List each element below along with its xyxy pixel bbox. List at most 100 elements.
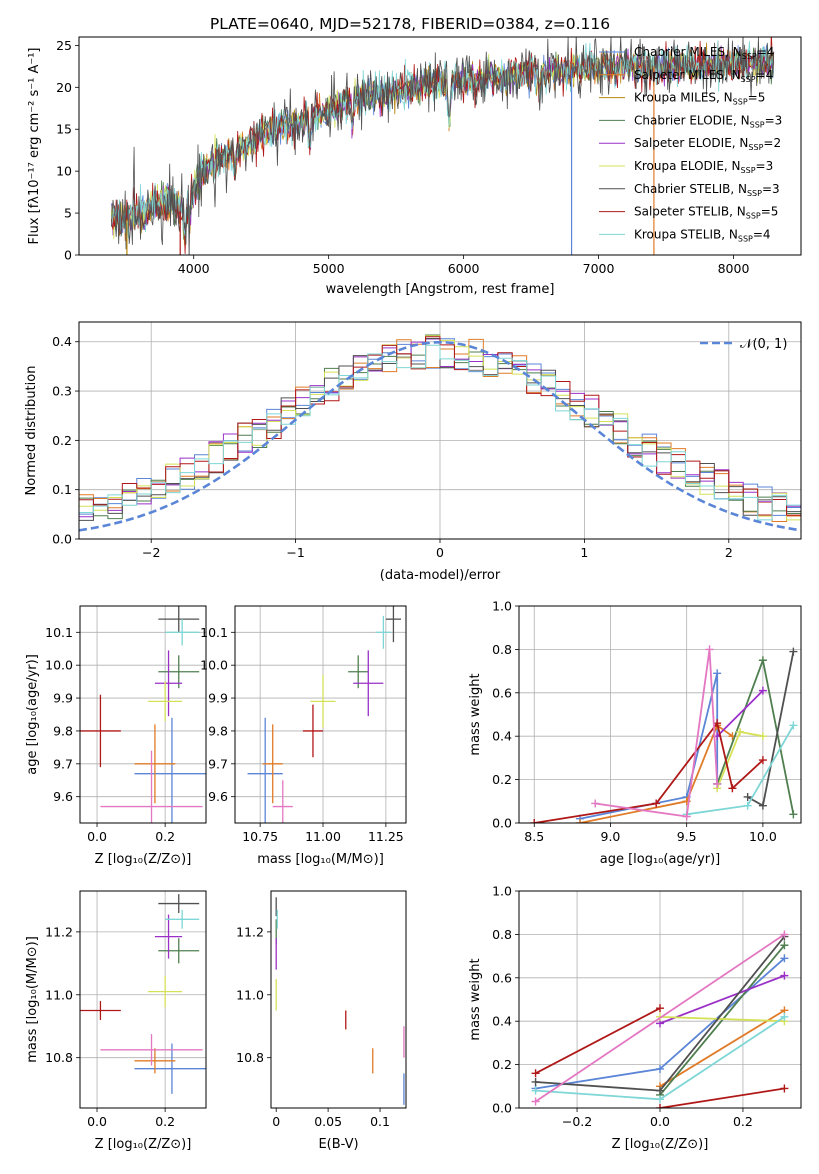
legend-label: Salpeter ELODIE, NSSP=2 (634, 136, 781, 152)
axes-frame (518, 890, 802, 1109)
panel-1: −2 −1 0 1 2 0.0 0.1 0.2 0.3 0.4 (data-model)/error… (24, 321, 802, 583)
panel-6: 0 0.05 0.1 10.8 11.0 11.2 E(B-V) (236, 890, 407, 1152)
weight-line-1 (659, 1009, 785, 1088)
legend-label: 𝒩(0, 1) (740, 337, 787, 352)
x-tick-label: 0.2 (155, 1114, 175, 1129)
legend-label: Kroupa MILES, NSSP=5 (634, 91, 765, 107)
x-tick-label: 0 (272, 1114, 280, 1129)
legend-label: Chabrier ELODIE, NSSP=3 (634, 113, 782, 129)
y-axis-label: Normed distribution (24, 366, 39, 496)
x-tick-label: 0.0 (87, 829, 107, 844)
weight-marker (780, 971, 789, 980)
errorbar-1 (262, 724, 283, 804)
errorbar-0 (247, 717, 283, 823)
errorbar-0 (134, 1043, 206, 1094)
legend-label: Salpeter STELIB, NSSP=5 (634, 205, 778, 221)
weight-marker (531, 1086, 540, 1095)
weight-line-3 (716, 689, 764, 737)
plot-area (80, 894, 206, 1094)
weight-marker (736, 727, 745, 736)
y-tick-label: 10.8 (45, 1050, 73, 1065)
errorbar-5 (158, 606, 200, 633)
errorbar-8 (272, 780, 293, 823)
y-tick-label: 15 (56, 122, 72, 137)
plot-area (79, 334, 801, 539)
weight-marker (652, 799, 661, 808)
histogram-step-7 (79, 344, 801, 539)
weight-marker (780, 1012, 789, 1021)
x-tick-label: 9.0 (601, 829, 621, 844)
weight-marker (728, 784, 737, 793)
weight-marker (758, 732, 767, 741)
panel-7: −0.2 0.0 0.2 0.0 0.2 0.4 0.6 0.8 1.0 Z [log₁₀(Z/Z… (468, 884, 802, 1152)
y-tick-label: 9.9 (208, 691, 228, 706)
errorbar-6 (80, 694, 121, 768)
weight-marker (780, 1084, 789, 1093)
y-tick-label: 0.4 (52, 334, 72, 349)
plot-area (530, 645, 798, 823)
weight-marker (758, 801, 767, 810)
errorbar-7 (375, 615, 391, 649)
x-tick-label: 11.00 (305, 829, 341, 844)
y-axis-label: mass weight (468, 673, 483, 755)
axes-frame (79, 890, 207, 1109)
errorbar-6 (302, 704, 324, 758)
y-tick-label: 5 (64, 206, 72, 221)
weight-marker (530, 819, 539, 823)
errorbar-7 (165, 909, 200, 929)
weight-marker (656, 1064, 664, 1073)
y-tick-label: 20 (56, 80, 72, 95)
weight-marker (758, 756, 767, 765)
errorbar-4 (310, 675, 336, 728)
y-tick-label: 10 (56, 164, 72, 179)
x-tick-label: 11.25 (368, 829, 404, 844)
histogram-step-4 (79, 335, 801, 539)
panel-2: 0.0 0.2 9.6 9.7 9.8 9.9 10.0 10.1 Z [log₁₀(Z/Z⊙)… (25, 605, 207, 867)
errorbar-8 (100, 750, 203, 823)
x-tick-label: 6000 (448, 261, 480, 276)
y-tick-label: 0.3 (52, 384, 72, 399)
errorbar-7 (165, 619, 200, 646)
weight-line-1 (579, 724, 733, 823)
panel-3: 10.75 11.00 11.25 9.6 9.7 9.8 9.9 10.0 10.1 mass … (200, 605, 407, 867)
y-tick-label: 10.0 (200, 658, 228, 673)
errorbar-1 (134, 724, 176, 804)
y-tick-label: 9.8 (53, 723, 73, 738)
weight-line-7 (659, 1087, 785, 1108)
x-tick-label: −0.2 (562, 1114, 592, 1129)
x-tick-label: −1 (286, 545, 304, 560)
y-tick-label: 0.4 (492, 1014, 512, 1029)
axes-frame (78, 321, 802, 540)
plot-area (80, 606, 206, 823)
weight-marker (575, 819, 584, 823)
weight-line-9 (535, 933, 785, 1103)
x-tick-label: −2 (142, 545, 160, 560)
legend-label: Salpeter MILES, NSSP=4 (634, 68, 773, 84)
x-tick-label: 0.1 (370, 1114, 390, 1129)
weight-marker (758, 656, 767, 665)
x-tick-label: 8000 (718, 261, 750, 276)
x-axis-label: (data-model)/error (380, 568, 501, 583)
x-tick-label: 5000 (313, 261, 345, 276)
weight-marker (780, 941, 789, 950)
y-tick-label: 11.0 (45, 987, 73, 1002)
x-tick-label: 7000 (583, 261, 615, 276)
weight-marker (656, 1095, 664, 1104)
y-tick-label: 9.7 (53, 756, 73, 771)
weight-marker (743, 801, 752, 810)
weight-marker (656, 1086, 664, 1095)
errorbar-2 (158, 938, 200, 964)
x-tick-label: 1 (580, 545, 588, 560)
y-tick-label: 1.0 (492, 884, 512, 899)
y-tick-label: 11.2 (236, 924, 264, 939)
y-tick-label: 9.6 (208, 789, 228, 804)
y-axis-label: mass weight (468, 958, 483, 1040)
legend-label: Chabrier MILES, NSSP=4 (634, 45, 774, 61)
weight-marker (780, 954, 789, 963)
legend: Chabrier MILES, NSSP=4 Salpeter MILES, NS… (599, 45, 782, 243)
errorbar-1 (134, 1048, 176, 1074)
x-axis-label: Z [log₁₀(Z/Z⊙)] (95, 852, 192, 867)
weight-marker (789, 721, 798, 730)
axes-frame (518, 605, 802, 824)
x-axis-label: Z [log₁₀(Z/Z⊙)] (95, 1137, 192, 1152)
